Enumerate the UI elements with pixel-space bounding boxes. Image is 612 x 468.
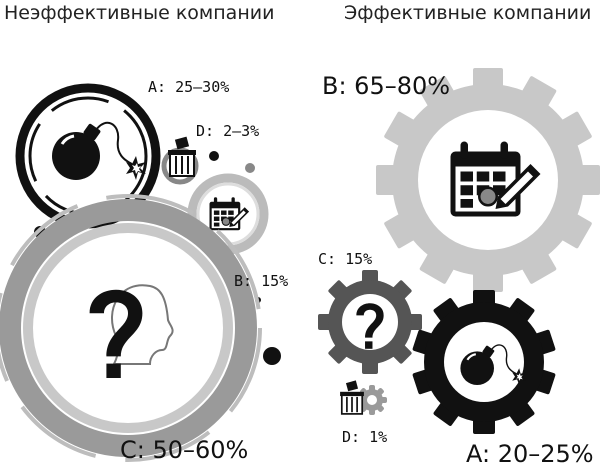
left-diagram xyxy=(0,83,281,462)
gear-tooth xyxy=(507,298,535,324)
ring-d xyxy=(161,135,199,185)
right-diagram xyxy=(318,68,600,434)
label-right-a: A: 20–25% xyxy=(466,440,594,468)
trash-icon xyxy=(167,135,197,177)
gear-tooth xyxy=(384,212,417,249)
gear-tooth xyxy=(520,76,557,109)
gear-tooth xyxy=(559,111,592,148)
heading-effective: Эффективные компании xyxy=(344,2,592,24)
gear-d xyxy=(357,385,387,415)
ink-splatter xyxy=(263,347,281,365)
gear-tooth xyxy=(433,298,461,324)
label-right-d: D: 1% xyxy=(342,428,388,446)
gear-b xyxy=(376,68,600,292)
label-right-c: C: 15% xyxy=(318,250,373,268)
label-left-d: D: 2–3% xyxy=(196,122,260,140)
gear-a xyxy=(412,290,556,434)
ring-c xyxy=(0,194,262,462)
bomb-icon xyxy=(50,121,148,182)
label-left-a: A: 25–30% xyxy=(148,78,230,96)
gear-tooth xyxy=(559,212,592,249)
label-right-b: B: 65–80% xyxy=(322,72,451,100)
label-left-b: B: 15% xyxy=(234,272,289,290)
gear-tooth xyxy=(384,111,417,148)
heading-ineffective: Неэффективные компании xyxy=(4,2,275,24)
head-silhouette xyxy=(111,284,174,365)
gear-tooth xyxy=(419,76,456,109)
calendar-icon xyxy=(208,196,250,231)
trash-icon xyxy=(339,379,365,415)
gear-c xyxy=(318,270,422,374)
gear-tooth xyxy=(419,251,456,284)
gear-tooth xyxy=(433,400,461,426)
gear-tooth xyxy=(520,251,557,284)
ink-splatter xyxy=(245,163,255,173)
ink-splatter xyxy=(209,151,219,161)
gear-tooth xyxy=(507,400,535,426)
label-left-c: C: 50–60% xyxy=(120,436,249,464)
